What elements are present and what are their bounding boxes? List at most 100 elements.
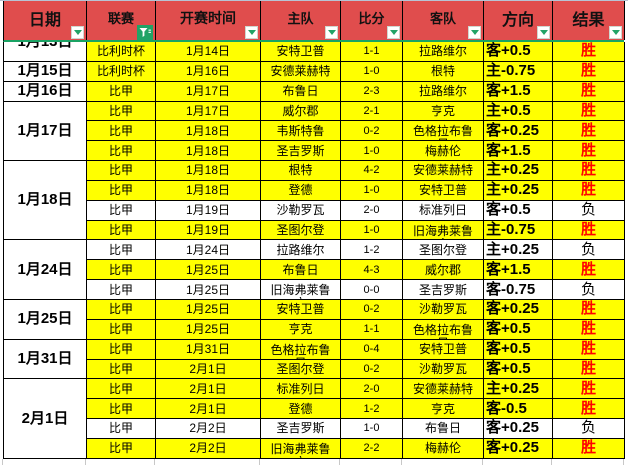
handicap-cell[interactable]: 主+0.25: [484, 379, 553, 400]
score-cell[interactable]: 1-1: [341, 42, 403, 62]
result-cell[interactable]: 胜: [553, 121, 625, 142]
league-cell[interactable]: 比甲: [87, 200, 156, 221]
result-cell[interactable]: 胜: [553, 180, 625, 201]
result-cell[interactable]: 胜: [553, 101, 625, 122]
kickoff-cell[interactable]: 1月18日: [156, 180, 261, 201]
result-cell[interactable]: 负: [553, 200, 625, 221]
filter-dropdown-icon[interactable]: [245, 26, 258, 39]
home-team-cell[interactable]: 亨克: [261, 319, 341, 340]
column-header-7[interactable]: 结果: [553, 1, 625, 40]
filter-dropdown-icon[interactable]: [468, 26, 481, 39]
handicap-cell[interactable]: 客+0.5: [484, 359, 553, 380]
league-cell[interactable]: 比甲: [87, 161, 156, 181]
column-header-5[interactable]: 客队: [403, 1, 484, 40]
score-cell[interactable]: 1-0: [341, 141, 403, 162]
away-team-cell[interactable]: 亨克: [403, 399, 484, 420]
away-team-cell[interactable]: 色格拉布鲁日: [403, 121, 484, 142]
result-cell[interactable]: 胜: [553, 260, 625, 281]
result-cell[interactable]: 胜: [553, 379, 625, 400]
handicap-cell[interactable]: 主+0.5: [484, 101, 553, 122]
away-team-cell[interactable]: 色格拉布鲁日: [403, 319, 484, 340]
league-cell[interactable]: 比利时杯: [87, 61, 156, 82]
kickoff-cell[interactable]: 1月25日: [156, 260, 261, 281]
score-cell[interactable]: 1-2: [341, 240, 403, 261]
result-cell[interactable]: 胜: [553, 161, 625, 181]
kickoff-cell[interactable]: 1月18日: [156, 141, 261, 162]
handicap-cell[interactable]: 主-0.75: [484, 220, 553, 241]
score-cell[interactable]: 4-3: [341, 260, 403, 281]
handicap-cell[interactable]: 客+0.25: [484, 438, 553, 459]
home-team-cell[interactable]: 布鲁日: [261, 81, 341, 102]
home-team-cell[interactable]: 威尔郡: [261, 101, 341, 122]
kickoff-cell[interactable]: 1月17日: [156, 81, 261, 102]
kickoff-cell[interactable]: 1月25日: [156, 299, 261, 320]
handicap-cell[interactable]: 客-0.75: [484, 280, 553, 300]
home-team-cell[interactable]: 圣吉罗斯: [261, 419, 341, 439]
kickoff-cell[interactable]: 1月25日: [156, 319, 261, 340]
league-cell[interactable]: 比甲: [87, 180, 156, 201]
kickoff-cell[interactable]: 1月24日: [156, 240, 261, 261]
kickoff-cell[interactable]: 2月2日: [156, 438, 261, 459]
score-cell[interactable]: 0-2: [341, 299, 403, 320]
score-cell[interactable]: 2-2: [341, 438, 403, 459]
home-team-cell[interactable]: 登德: [261, 399, 341, 420]
league-cell[interactable]: 比甲: [87, 379, 156, 400]
away-team-cell[interactable]: 安特卫普: [403, 339, 484, 360]
league-cell[interactable]: 比甲: [87, 399, 156, 420]
home-team-cell[interactable]: 圣图尔登: [261, 359, 341, 380]
score-cell[interactable]: 0-4: [341, 339, 403, 360]
league-cell[interactable]: 比甲: [87, 280, 156, 300]
score-cell[interactable]: 1-2: [341, 399, 403, 420]
home-team-cell[interactable]: 沙勒罗瓦: [261, 200, 341, 221]
kickoff-cell[interactable]: 2月1日: [156, 399, 261, 420]
kickoff-cell[interactable]: 1月25日: [156, 280, 261, 300]
result-cell[interactable]: 胜: [553, 299, 625, 320]
away-team-cell[interactable]: 沙勒罗瓦: [403, 299, 484, 320]
kickoff-cell[interactable]: 2月2日: [156, 419, 261, 439]
handicap-cell[interactable]: 客+0.25: [484, 299, 553, 320]
home-team-cell[interactable]: 旧海弗莱鲁文: [261, 438, 341, 459]
score-cell[interactable]: 2-0: [341, 200, 403, 221]
league-cell[interactable]: 比甲: [87, 101, 156, 122]
league-cell[interactable]: 比甲: [87, 299, 156, 320]
home-team-cell[interactable]: 旧海弗莱鲁文: [261, 280, 341, 300]
kickoff-cell[interactable]: 1月14日: [156, 42, 261, 62]
league-cell[interactable]: 比甲: [87, 220, 156, 241]
league-cell[interactable]: 比甲: [87, 438, 156, 459]
date-cell[interactable]: 1月17日: [4, 101, 87, 162]
result-cell[interactable]: 胜: [553, 359, 625, 380]
home-team-cell[interactable]: 登德: [261, 180, 341, 201]
away-team-cell[interactable]: 拉路维尔: [403, 42, 484, 62]
score-cell[interactable]: 1-0: [341, 61, 403, 82]
filter-dropdown-icon[interactable]: [537, 26, 550, 39]
league-cell[interactable]: 比甲: [87, 240, 156, 261]
league-cell[interactable]: 比甲: [87, 121, 156, 142]
result-cell[interactable]: 胜: [553, 438, 625, 459]
filter-dropdown-icon[interactable]: [609, 26, 622, 39]
column-header-6[interactable]: 方向: [484, 1, 553, 40]
away-team-cell[interactable]: 沙勒罗瓦: [403, 359, 484, 380]
result-cell[interactable]: 负: [553, 419, 625, 439]
score-cell[interactable]: 2-1: [341, 101, 403, 122]
kickoff-cell[interactable]: 2月1日: [156, 359, 261, 380]
handicap-cell[interactable]: 客+0.5: [484, 42, 553, 62]
away-team-cell[interactable]: 布鲁日: [403, 419, 484, 439]
handicap-cell[interactable]: 主-0.75: [484, 61, 553, 82]
column-header-3[interactable]: 主队: [261, 1, 341, 40]
result-cell[interactable]: 胜: [553, 319, 625, 340]
kickoff-cell[interactable]: 1月18日: [156, 161, 261, 181]
handicap-cell[interactable]: 客+0.25: [484, 419, 553, 439]
away-team-cell[interactable]: 威尔郡: [403, 260, 484, 281]
result-cell[interactable]: 胜: [553, 339, 625, 360]
away-team-cell[interactable]: 安德莱赫特: [403, 161, 484, 181]
result-cell[interactable]: 胜: [553, 220, 625, 241]
filter-dropdown-icon[interactable]: [325, 26, 338, 39]
handicap-cell[interactable]: 客+1.5: [484, 260, 553, 281]
column-header-4[interactable]: 比分: [341, 1, 403, 40]
home-team-cell[interactable]: 标准列日: [261, 379, 341, 400]
handicap-cell[interactable]: 主+0.25: [484, 161, 553, 181]
league-cell[interactable]: 比甲: [87, 141, 156, 162]
result-cell[interactable]: 胜: [553, 61, 625, 82]
league-cell[interactable]: 比甲: [87, 81, 156, 102]
away-team-cell[interactable]: 圣吉罗斯: [403, 280, 484, 300]
